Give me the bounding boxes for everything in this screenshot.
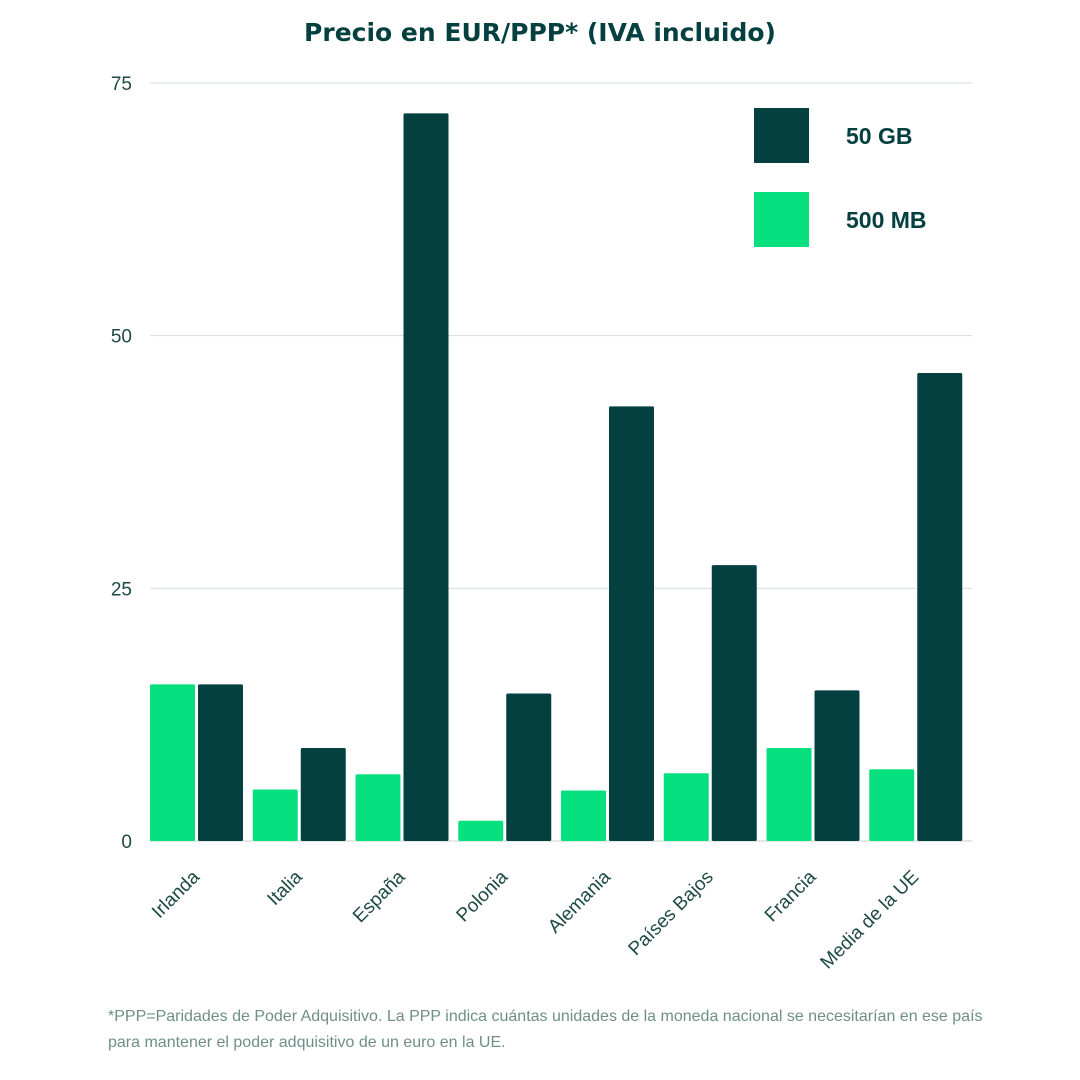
- y-tick-label: 0: [121, 832, 132, 853]
- bar-500-mb: [869, 769, 915, 841]
- bar-50-gb: [711, 565, 757, 841]
- bar-50-gb: [814, 690, 860, 841]
- footnote: *PPP=Paridades de Poder Adquisitivo. La …: [108, 1008, 983, 1051]
- gridlines: 0 25 50 75: [111, 74, 972, 853]
- x-tick-label: Francia: [761, 866, 821, 926]
- bar-500-mb: [355, 774, 401, 841]
- legend-label: 500 MB: [846, 207, 927, 233]
- bar-50-gb: [403, 113, 449, 841]
- bar-500-mb: [252, 789, 298, 841]
- bars: [150, 113, 963, 841]
- y-tick-label: 25: [111, 579, 132, 600]
- legend-swatch: [754, 108, 809, 163]
- y-tick-label: 75: [111, 74, 132, 95]
- x-tick-label: Polonia: [453, 866, 513, 926]
- y-tick-label: 50: [111, 327, 132, 348]
- legend-label: 50 GB: [846, 123, 912, 149]
- bar-500-mb: [766, 748, 812, 841]
- bar-50-gb: [609, 406, 654, 841]
- bar-50-gb: [506, 693, 552, 841]
- bar-500-mb: [150, 684, 195, 841]
- x-tick-label: Italia: [264, 866, 308, 910]
- x-tick-label: Media de la UE: [817, 867, 924, 974]
- x-axis-labels: Irlanda Italia España Polonia Alemania Países…: [148, 866, 923, 973]
- x-tick-label: Países Bajos: [625, 867, 718, 960]
- legend-swatch: [754, 192, 809, 247]
- bar-500-mb: [561, 790, 606, 841]
- legend: 50 GB 500 MB: [754, 108, 927, 247]
- bar-50-gb: [300, 748, 346, 841]
- x-tick-label: Alemania: [544, 866, 615, 937]
- bar-500-mb: [663, 773, 709, 841]
- bar-500-mb: [458, 820, 504, 841]
- chart-title: Precio en EUR/PPP* (IVA incluido): [304, 18, 776, 47]
- bar-50-gb: [198, 684, 243, 841]
- bar-50-gb: [917, 373, 963, 841]
- x-tick-label: España: [349, 866, 410, 927]
- bar-chart: 0 25 50 75 Irlanda Italia España Polonia Aleman…: [111, 74, 972, 973]
- x-tick-label: Irlanda: [148, 866, 204, 922]
